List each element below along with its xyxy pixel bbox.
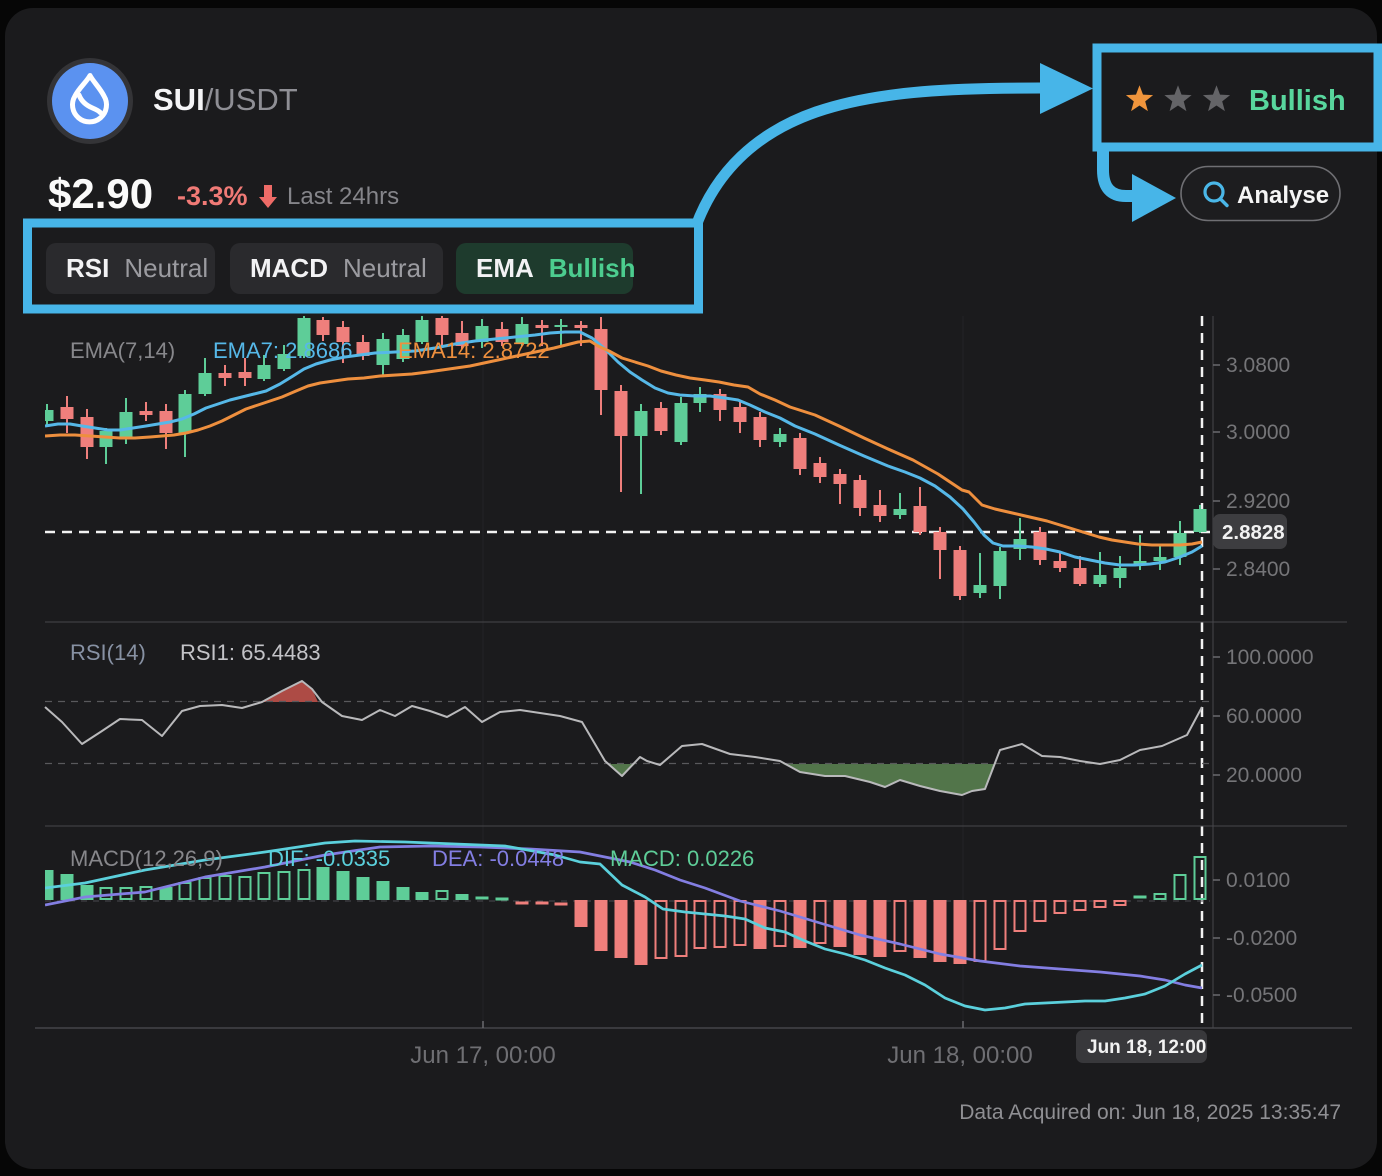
svg-text:100.0000: 100.0000 — [1226, 646, 1314, 669]
svg-text:MACD(12,26,9): MACD(12,26,9) — [70, 846, 223, 871]
svg-text:Analyse: Analyse — [1237, 182, 1329, 209]
svg-text:20.0000: 20.0000 — [1226, 764, 1302, 787]
svg-text:RSI1: 65.4483: RSI1: 65.4483 — [180, 640, 321, 665]
svg-text:MACD: 0.0226: MACD: 0.0226 — [610, 846, 754, 871]
svg-text:-0.0200: -0.0200 — [1226, 927, 1297, 950]
svg-text:Jun 17, 00:00: Jun 17, 00:00 — [410, 1042, 555, 1069]
svg-text:2.8400: 2.8400 — [1226, 558, 1290, 581]
svg-text:Bullish: Bullish — [1249, 85, 1346, 117]
svg-text:DIF: -0.0335: DIF: -0.0335 — [268, 846, 390, 871]
svg-text:60.0000: 60.0000 — [1226, 705, 1302, 728]
svg-text:3.0000: 3.0000 — [1226, 421, 1290, 444]
svg-text:DEA: -0.0448: DEA: -0.0448 — [432, 846, 564, 871]
svg-text:2.9200: 2.9200 — [1226, 490, 1290, 513]
svg-text:EMA(7,14): EMA(7,14) — [70, 338, 175, 363]
svg-text:3.0800: 3.0800 — [1226, 354, 1290, 377]
svg-text:2.8828: 2.8828 — [1222, 521, 1285, 544]
svg-text:0.0100: 0.0100 — [1226, 869, 1290, 892]
svg-text:Data Acquired on: Jun 18, 2025: Data Acquired on: Jun 18, 2025 13:35:47 — [959, 1101, 1341, 1124]
svg-text:RSI(14): RSI(14) — [70, 640, 146, 665]
svg-text:EMA14: 2.8722: EMA14: 2.8722 — [398, 338, 550, 363]
svg-text:-0.0500: -0.0500 — [1226, 984, 1297, 1007]
svg-text:EMA7: 2.8686: EMA7: 2.8686 — [213, 338, 352, 363]
svg-text:Jun 18, 00:00: Jun 18, 00:00 — [887, 1042, 1032, 1069]
svg-text:Jun 18, 12:00: Jun 18, 12:00 — [1087, 1037, 1206, 1058]
